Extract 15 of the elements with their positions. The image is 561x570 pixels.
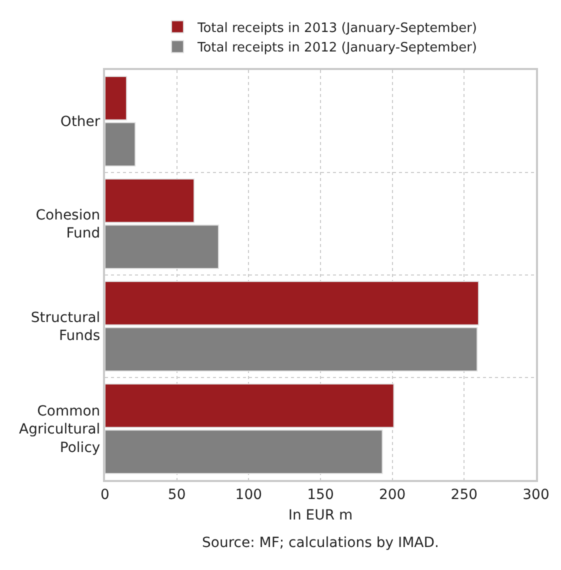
x-tick-label: 100: [235, 486, 262, 503]
source-note: Source: MF; calculations by IMAD.: [202, 535, 439, 551]
x-axis-title: In EUR m: [288, 508, 353, 524]
x-tick-label: 200: [378, 486, 406, 503]
legend-label: Total receipts in 2012 (January-September): [196, 40, 478, 56]
y-tick-label: Structural Funds: [30, 310, 100, 344]
legend-label: Total receipts in 2013 (January-September): [196, 20, 478, 36]
x-tick-label: 300: [522, 486, 550, 503]
y-tick-label: Cohesion Fund: [36, 208, 100, 242]
y-tick-label: Other: [60, 114, 100, 130]
x-tick-label: 250: [450, 486, 478, 503]
x-tick-label: 50: [168, 486, 186, 503]
x-tick-label: 0: [100, 486, 110, 503]
y-tick-label: Common Agricultural Policy: [19, 403, 100, 456]
x-tick-label: 150: [307, 486, 334, 503]
